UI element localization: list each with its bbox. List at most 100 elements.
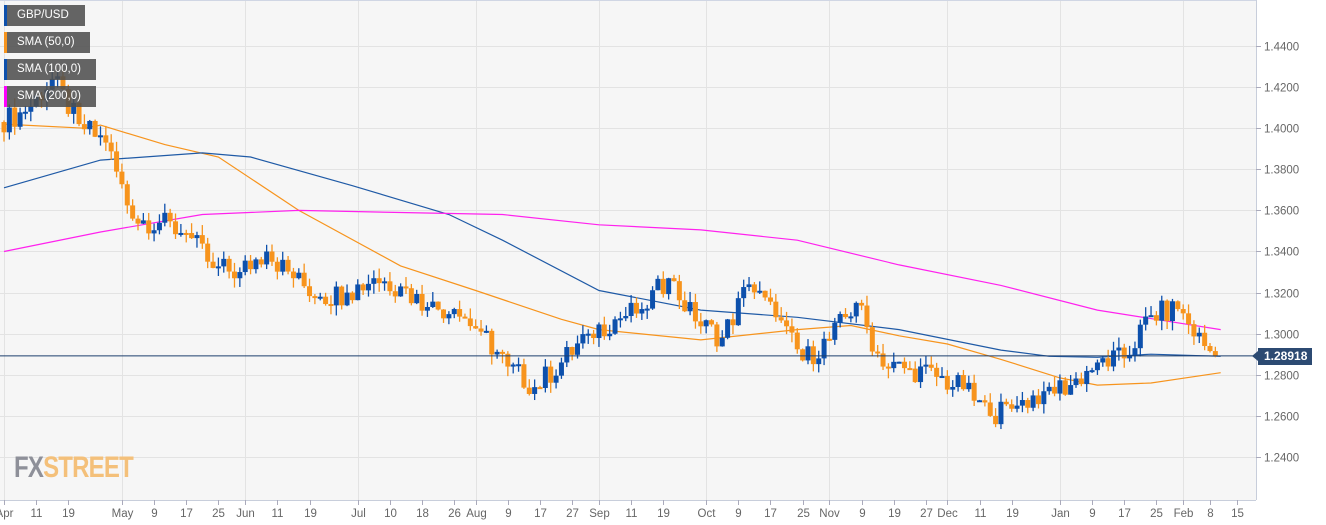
plot-background [0, 0, 1256, 500]
candle-body [451, 309, 457, 315]
candle-body [1062, 380, 1068, 395]
candle-body [1164, 300, 1170, 322]
y-tick-label: 1.3800 [1264, 165, 1299, 177]
candle-body [1148, 315, 1154, 318]
x-tick-label: 19 [1006, 508, 1019, 520]
x-axis: Apr 11 19 May 9 17 25 Jun 11 19 Jul 10 18 26 Aug 9 17 27 S… [0, 500, 1244, 520]
candle-body [966, 382, 972, 390]
candle-body [939, 376, 945, 379]
candle-body [601, 324, 607, 337]
y-tick-label: 1.2800 [1264, 371, 1299, 383]
candle-body [607, 333, 613, 337]
candle-body [880, 353, 886, 367]
candle-body [596, 324, 602, 339]
candle-body [810, 346, 816, 365]
sma-line-500 [3, 123, 1221, 386]
x-tick-label: Jan [1051, 508, 1070, 520]
candle-body [237, 272, 243, 279]
candle-body [6, 107, 12, 133]
candle-body [349, 292, 355, 301]
candle-body [639, 309, 645, 314]
candle-body [253, 259, 259, 270]
candle-body [843, 313, 849, 318]
candle-body [778, 317, 784, 321]
candle-body [1084, 370, 1090, 385]
candle-body [1121, 347, 1127, 359]
candle-body [794, 332, 800, 350]
x-tick-label: 10 [384, 508, 397, 520]
candle-body [376, 278, 382, 284]
candle-body [1041, 391, 1047, 405]
candle-body [901, 361, 907, 369]
candle-body [328, 304, 334, 307]
candle-body [81, 124, 87, 130]
x-tick-label: 17 [764, 508, 777, 520]
candle-body [569, 347, 575, 355]
candle-body [548, 366, 554, 383]
x-tick-label: Oct [698, 508, 717, 520]
candle-body [859, 302, 865, 306]
candle-body [955, 375, 961, 387]
candle-body [435, 301, 441, 310]
candle-body [1052, 386, 1058, 394]
x-tick-label: 11 [31, 508, 43, 520]
candle-body [242, 260, 248, 273]
candle-body [934, 367, 940, 377]
candle-body [1127, 355, 1133, 359]
candle-body [97, 135, 103, 138]
candle-body [687, 302, 693, 312]
candle-body [1, 122, 7, 133]
x-tick-label: Jun [236, 508, 255, 520]
candle-body [162, 212, 168, 223]
candle-body [285, 259, 291, 272]
candle-body [977, 400, 983, 403]
candle-body [296, 272, 302, 279]
x-tick-label: 15 [1231, 508, 1244, 520]
candle-body [183, 232, 189, 235]
candle-body [226, 258, 232, 272]
x-tick-label: 9 [1089, 508, 1095, 520]
x-tick-label: 9 [151, 508, 157, 520]
legend-sma-100[interactable]: SMA (100,0) [4, 59, 96, 80]
candle-body [617, 318, 623, 321]
legend-sma-200[interactable]: SMA (200,0) [4, 86, 96, 107]
candle-body [248, 260, 254, 270]
candle-body [199, 235, 205, 244]
candle-body [478, 328, 484, 332]
candle-body [258, 259, 264, 265]
candle-body [365, 283, 371, 291]
candle-body [950, 386, 956, 390]
candle-body [928, 364, 934, 368]
candle-body [360, 284, 366, 291]
candle-body [633, 302, 639, 314]
candle-body [1186, 313, 1192, 325]
candle-body [526, 387, 532, 394]
candle-body [135, 218, 141, 224]
candle-body [816, 358, 822, 365]
candle-body [1132, 348, 1138, 356]
candle-body [323, 296, 329, 305]
candle-body [682, 300, 688, 312]
candle-body [1196, 332, 1202, 337]
candle-body [1009, 404, 1015, 409]
candle-body [1025, 400, 1031, 408]
candle-body [692, 302, 698, 322]
candle-body [735, 298, 741, 326]
candle-body [17, 112, 23, 127]
legend-sma-50[interactable]: SMA (50,0) [4, 32, 90, 53]
x-tick-label: 17 [534, 508, 547, 520]
candle-body [173, 221, 179, 235]
candle-body [499, 351, 505, 354]
candle-body [312, 296, 318, 299]
candle-body [891, 361, 897, 369]
candle-body [767, 297, 773, 302]
sma-line-2000 [3, 209, 1221, 331]
candle-body [210, 261, 216, 268]
x-tick-label: Feb [1174, 508, 1194, 520]
x-tick-label: 11 [272, 508, 284, 520]
legend-gbpusd[interactable]: GBP/USD [4, 5, 85, 26]
candle-body [537, 387, 543, 390]
candle-body [28, 106, 34, 112]
candle-body [382, 281, 388, 284]
candle-body [403, 286, 409, 289]
